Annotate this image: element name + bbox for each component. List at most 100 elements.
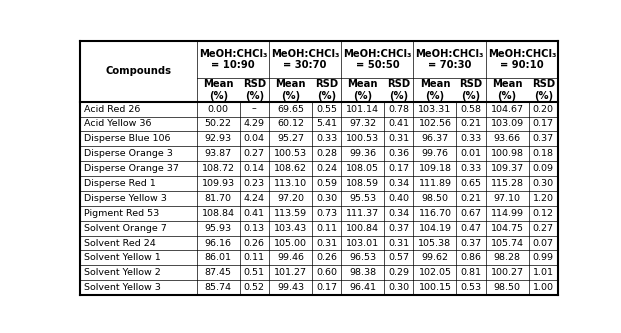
Text: 0.47: 0.47 bbox=[461, 224, 481, 233]
Text: 0.21: 0.21 bbox=[461, 120, 481, 129]
Text: 102.56: 102.56 bbox=[419, 120, 451, 129]
Text: 0.31: 0.31 bbox=[316, 238, 337, 247]
Text: Acid Yellow 36: Acid Yellow 36 bbox=[84, 120, 152, 129]
Text: 0.33: 0.33 bbox=[460, 164, 482, 173]
Text: 98.28: 98.28 bbox=[494, 253, 520, 262]
Text: 95.53: 95.53 bbox=[349, 194, 376, 203]
Text: 69.65: 69.65 bbox=[277, 105, 304, 114]
Text: MeOH:CHCl₃
= 70:30: MeOH:CHCl₃ = 70:30 bbox=[415, 49, 484, 71]
Text: 0.51: 0.51 bbox=[244, 268, 265, 277]
Text: 0.17: 0.17 bbox=[316, 283, 337, 292]
Text: Solvent Orange 7: Solvent Orange 7 bbox=[84, 224, 166, 233]
Text: 105.00: 105.00 bbox=[274, 238, 307, 247]
Text: 0.81: 0.81 bbox=[461, 268, 481, 277]
Text: 0.33: 0.33 bbox=[460, 134, 482, 143]
Text: 93.66: 93.66 bbox=[494, 134, 521, 143]
Text: 0.57: 0.57 bbox=[388, 253, 409, 262]
Text: 0.52: 0.52 bbox=[244, 283, 265, 292]
Text: 0.53: 0.53 bbox=[461, 283, 482, 292]
Text: 0.14: 0.14 bbox=[244, 164, 265, 173]
Text: 95.27: 95.27 bbox=[277, 134, 304, 143]
Text: 0.12: 0.12 bbox=[533, 209, 554, 218]
Text: 99.62: 99.62 bbox=[422, 253, 448, 262]
Text: 81.70: 81.70 bbox=[205, 194, 232, 203]
Text: 0.01: 0.01 bbox=[461, 149, 481, 158]
Text: 0.17: 0.17 bbox=[533, 120, 554, 129]
Text: 0.26: 0.26 bbox=[244, 238, 265, 247]
Text: 114.99: 114.99 bbox=[491, 209, 524, 218]
Text: Disperse Orange 3: Disperse Orange 3 bbox=[84, 149, 173, 158]
Text: 100.27: 100.27 bbox=[491, 268, 524, 277]
Text: 97.10: 97.10 bbox=[494, 194, 520, 203]
Text: 0.31: 0.31 bbox=[388, 238, 409, 247]
Text: 0.24: 0.24 bbox=[316, 164, 337, 173]
Text: 0.30: 0.30 bbox=[533, 179, 554, 188]
Text: MeOH:CHCl₃
= 10:90: MeOH:CHCl₃ = 10:90 bbox=[199, 49, 267, 71]
Text: 0.41: 0.41 bbox=[388, 120, 409, 129]
Text: 0.34: 0.34 bbox=[388, 209, 409, 218]
Text: 100.15: 100.15 bbox=[419, 283, 451, 292]
Text: 0.11: 0.11 bbox=[316, 224, 337, 233]
Text: Acid Red 26: Acid Red 26 bbox=[84, 105, 140, 114]
Text: 95.93: 95.93 bbox=[205, 224, 232, 233]
Text: 111.89: 111.89 bbox=[419, 179, 451, 188]
Text: 102.05: 102.05 bbox=[419, 268, 451, 277]
Text: Mean
(%): Mean (%) bbox=[420, 79, 450, 101]
Text: 0.11: 0.11 bbox=[244, 253, 265, 262]
Text: 0.34: 0.34 bbox=[388, 179, 409, 188]
Text: 1.20: 1.20 bbox=[533, 194, 554, 203]
Text: 0.37: 0.37 bbox=[388, 224, 409, 233]
Text: 0.27: 0.27 bbox=[533, 224, 554, 233]
Text: 0.78: 0.78 bbox=[388, 105, 409, 114]
Text: Disperse Orange 37: Disperse Orange 37 bbox=[84, 164, 179, 173]
Text: 98.50: 98.50 bbox=[494, 283, 520, 292]
Text: Disperse Red 1: Disperse Red 1 bbox=[84, 179, 156, 188]
Text: 92.93: 92.93 bbox=[205, 134, 232, 143]
Text: 0.20: 0.20 bbox=[533, 105, 554, 114]
Text: 0.37: 0.37 bbox=[533, 134, 554, 143]
Text: –: – bbox=[252, 105, 256, 114]
Text: 96.16: 96.16 bbox=[205, 238, 232, 247]
Text: 0.00: 0.00 bbox=[208, 105, 229, 114]
Text: 0.31: 0.31 bbox=[388, 134, 409, 143]
Text: Compounds: Compounds bbox=[106, 67, 171, 77]
Text: 109.37: 109.37 bbox=[491, 164, 524, 173]
Text: Pigment Red 53: Pigment Red 53 bbox=[84, 209, 159, 218]
Text: 105.38: 105.38 bbox=[419, 238, 451, 247]
Text: 0.36: 0.36 bbox=[388, 149, 409, 158]
Text: 113.10: 113.10 bbox=[274, 179, 307, 188]
Text: 99.36: 99.36 bbox=[349, 149, 376, 158]
Text: RSD
(%): RSD (%) bbox=[243, 79, 266, 101]
Text: 103.31: 103.31 bbox=[419, 105, 451, 114]
Text: 98.38: 98.38 bbox=[349, 268, 376, 277]
Text: 1.00: 1.00 bbox=[533, 283, 554, 292]
Text: 0.41: 0.41 bbox=[244, 209, 265, 218]
Text: 0.73: 0.73 bbox=[316, 209, 337, 218]
Text: 1.01: 1.01 bbox=[533, 268, 554, 277]
Text: 0.67: 0.67 bbox=[461, 209, 481, 218]
Text: 96.37: 96.37 bbox=[422, 134, 448, 143]
Text: 108.62: 108.62 bbox=[274, 164, 307, 173]
Text: 104.75: 104.75 bbox=[491, 224, 524, 233]
Text: 103.09: 103.09 bbox=[491, 120, 524, 129]
Text: 100.84: 100.84 bbox=[346, 224, 379, 233]
Text: 50.22: 50.22 bbox=[205, 120, 232, 129]
Text: 0.60: 0.60 bbox=[316, 268, 337, 277]
Text: 60.12: 60.12 bbox=[277, 120, 304, 129]
Text: 0.58: 0.58 bbox=[461, 105, 481, 114]
Text: 116.70: 116.70 bbox=[419, 209, 451, 218]
Text: 99.46: 99.46 bbox=[277, 253, 304, 262]
Text: 4.24: 4.24 bbox=[244, 194, 265, 203]
Text: 0.86: 0.86 bbox=[461, 253, 481, 262]
Text: 97.32: 97.32 bbox=[349, 120, 376, 129]
Text: 93.87: 93.87 bbox=[205, 149, 232, 158]
Text: 100.98: 100.98 bbox=[491, 149, 524, 158]
Text: 101.27: 101.27 bbox=[274, 268, 307, 277]
Text: 0.30: 0.30 bbox=[316, 194, 337, 203]
Text: 103.01: 103.01 bbox=[346, 238, 379, 247]
Text: 105.74: 105.74 bbox=[491, 238, 524, 247]
Text: 85.74: 85.74 bbox=[205, 283, 232, 292]
Text: RSD
(%): RSD (%) bbox=[532, 79, 555, 101]
Text: 104.19: 104.19 bbox=[419, 224, 451, 233]
Text: 0.29: 0.29 bbox=[388, 268, 409, 277]
